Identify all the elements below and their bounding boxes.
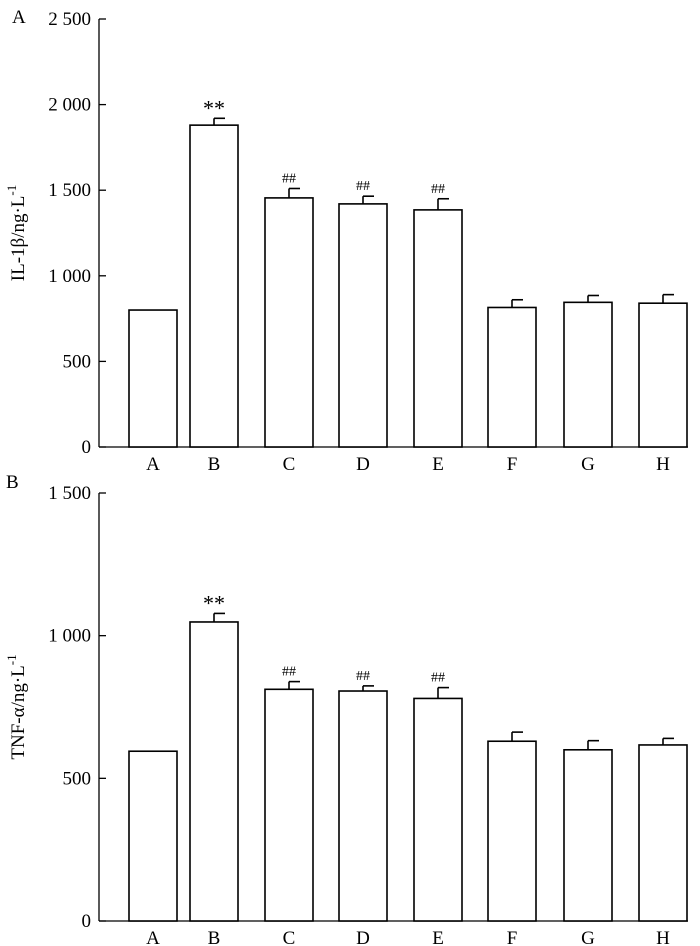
y-tick-label: 2 500 — [48, 9, 91, 30]
x-tick-label: A — [146, 928, 160, 946]
y-axis-title: IL-1β/ng·L-1 — [4, 185, 29, 281]
x-tick-label: A — [146, 454, 160, 475]
y-tick-label: 1 000 — [48, 266, 91, 287]
y-axis-title-superscript: -1 — [4, 654, 19, 665]
x-tick-label: B — [208, 454, 221, 475]
bar-g — [563, 301, 613, 448]
y-axis-title-superscript: -1 — [4, 185, 19, 196]
bar-f — [487, 306, 537, 448]
significance-label: ## — [356, 179, 370, 194]
y-tick-label: 2 000 — [48, 95, 91, 116]
bar-a — [128, 750, 178, 922]
bar-d — [338, 203, 388, 448]
x-tick-label: C — [283, 454, 296, 475]
y-tick-label: 500 — [63, 351, 92, 372]
significance-label: ** — [203, 590, 225, 615]
x-tick-label: C — [283, 928, 296, 946]
x-tick-label: E — [432, 454, 444, 475]
x-tick-label: E — [432, 928, 444, 946]
bar-f — [487, 740, 537, 922]
bar-h — [638, 744, 688, 922]
x-tick-label: H — [656, 454, 670, 475]
bar-e — [413, 697, 463, 922]
significance-label: ## — [356, 669, 370, 684]
y-axis-title-text: TNF-α/ng·L — [8, 665, 29, 759]
y-tick-label: 1 500 — [48, 483, 91, 504]
significance-label: ## — [431, 671, 445, 686]
bar-c — [264, 197, 314, 448]
significance-label: ** — [203, 95, 225, 120]
x-tick-label: F — [507, 454, 518, 475]
panel-b-chart: B 0 500 1 000 1 500 TNF-α/ng·L-1 A ** B ## C ## D ## E… — [4, 472, 688, 946]
bar-g — [563, 748, 613, 922]
x-tick-label: H — [656, 928, 670, 946]
y-axis-title-text: IL-1β/ng·L — [8, 196, 29, 282]
y-tick-label: 0 — [82, 437, 92, 458]
panel-a-chart: A 0 500 1 000 1 500 2 000 2 500 IL-1β/ng·L-1 A **… — [4, 7, 688, 475]
bar-h — [638, 302, 688, 448]
significance-label: ## — [282, 665, 296, 680]
x-tick-label: G — [581, 454, 595, 475]
y-tick-label: 0 — [82, 911, 92, 932]
bar-b — [189, 621, 239, 922]
y-tick-label: 500 — [63, 768, 92, 789]
panel-label: B — [6, 472, 19, 493]
panel-label: A — [12, 7, 26, 28]
x-tick-label: G — [581, 928, 595, 946]
significance-label: ## — [282, 171, 296, 186]
bar-e — [413, 209, 463, 448]
x-tick-label: D — [356, 928, 370, 946]
bar-a — [128, 309, 178, 448]
x-tick-label: F — [507, 928, 518, 946]
x-tick-label: B — [208, 928, 221, 946]
y-tick-label: 1 000 — [48, 626, 91, 647]
y-axis-title: TNF-α/ng·L-1 — [4, 654, 29, 759]
bar-c — [264, 688, 314, 922]
y-tick-label: 1 500 — [48, 180, 91, 201]
significance-label: ## — [431, 182, 445, 197]
x-tick-label: D — [356, 454, 370, 475]
bar-d — [338, 690, 388, 922]
bar-b — [189, 124, 239, 448]
